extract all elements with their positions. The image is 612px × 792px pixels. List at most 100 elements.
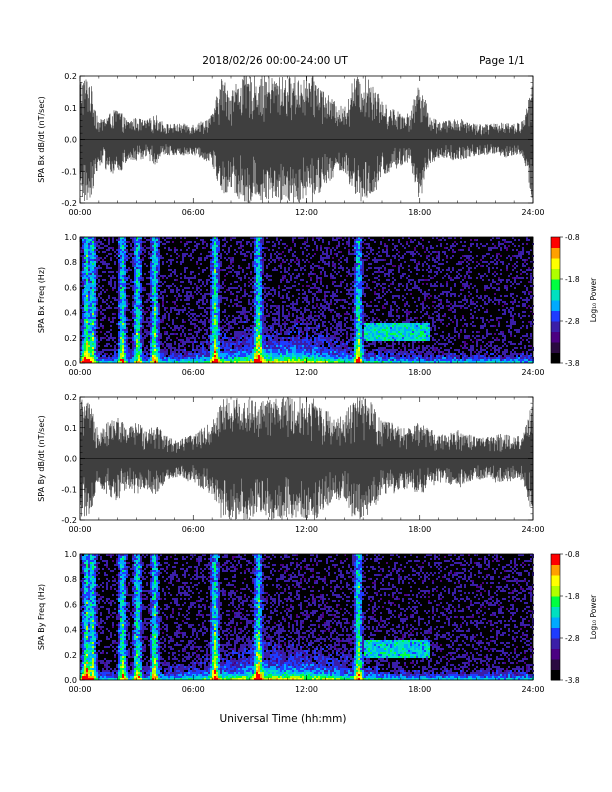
spectrogram-cell xyxy=(138,287,140,289)
spectrogram-cell xyxy=(264,301,266,303)
spectrogram-cell xyxy=(322,299,324,301)
spectrogram-cell xyxy=(278,311,280,313)
spectrogram-cell xyxy=(174,327,176,329)
spectrogram-cell xyxy=(190,357,192,359)
spectrogram-cell xyxy=(200,343,202,345)
spectrogram-cell xyxy=(306,241,308,243)
spectrogram-cell xyxy=(284,331,286,333)
spectrogram-cell xyxy=(278,323,280,325)
spectrogram-cell xyxy=(306,317,308,319)
spectrogram-cell xyxy=(86,285,88,287)
spectrogram-cell xyxy=(126,361,128,363)
spectrogram-cell xyxy=(172,271,174,273)
spectrogram-cell xyxy=(148,257,150,259)
spectrogram-cell xyxy=(298,353,300,355)
spectrogram-cell xyxy=(156,283,158,285)
spectrogram-cell xyxy=(212,353,214,355)
spectrogram-cell xyxy=(120,249,122,251)
spectrogram-cell xyxy=(262,319,264,321)
spectrogram-cell xyxy=(216,257,218,259)
spectrogram-cell xyxy=(210,303,212,305)
spectrogram-cell xyxy=(210,323,212,325)
spectrogram-cell xyxy=(148,277,150,279)
spectrogram-cell xyxy=(252,333,254,335)
spectrogram-cell xyxy=(308,349,310,351)
spectrogram-cell xyxy=(218,279,220,281)
spectrogram-cell xyxy=(328,333,330,335)
spectrogram-cell xyxy=(90,343,92,345)
spectrogram-cell xyxy=(246,333,248,335)
spectrogram-cell xyxy=(212,355,214,357)
spectrogram-cell xyxy=(170,351,172,353)
spectrogram-cell xyxy=(182,291,184,293)
spectrogram-cell xyxy=(330,253,332,255)
spectrogram-cell xyxy=(142,315,144,317)
spectrogram-cell xyxy=(182,343,184,345)
spectrogram-cell xyxy=(346,275,348,277)
spectrogram-cell xyxy=(114,355,116,357)
spectrogram-cell xyxy=(90,347,92,349)
spectrogram-cell xyxy=(82,303,84,305)
spectrogram-cell xyxy=(198,301,200,303)
spectrogram-cell xyxy=(258,353,260,355)
spectrogram-cell xyxy=(100,361,102,363)
spectrogram-cell xyxy=(262,341,264,343)
spectrogram-cell xyxy=(122,337,124,339)
spectrogram-cell xyxy=(136,239,138,241)
spectrogram-cell xyxy=(330,361,332,363)
spectrogram-cell xyxy=(164,291,166,293)
spectrogram-cell xyxy=(206,333,208,335)
spectrogram-cell xyxy=(204,285,206,287)
spectrogram-cell xyxy=(254,357,256,359)
spectrogram-cell xyxy=(286,339,288,341)
spectrogram-cell xyxy=(146,359,148,361)
spectrogram-cell xyxy=(150,357,152,359)
spectrogram-cell xyxy=(216,281,218,283)
spectrogram-cell xyxy=(198,351,200,353)
spectrogram-cell xyxy=(184,361,186,363)
spectrogram-cell xyxy=(214,301,216,303)
spectrogram-cell xyxy=(118,295,120,297)
spectrogram-cell xyxy=(270,299,272,301)
spectrogram-cell xyxy=(156,311,158,313)
spectrogram-cell xyxy=(206,267,208,269)
spectrogram-cell xyxy=(204,319,206,321)
spectrogram-cell xyxy=(152,305,154,307)
spectrogram-cell xyxy=(140,345,142,347)
spectrogram-cell xyxy=(348,241,350,243)
spectrogram-cell xyxy=(94,359,96,361)
spectrogram-cell xyxy=(116,359,118,361)
spectrogram-cell xyxy=(276,255,278,257)
spectrogram-cell xyxy=(256,299,258,301)
spectrogram-cell xyxy=(118,305,120,307)
spectrogram-cell xyxy=(336,339,338,341)
spectrogram-cell xyxy=(108,331,110,333)
spectrogram-cell xyxy=(140,337,142,339)
spectrogram-cell xyxy=(160,291,162,293)
spectrogram-cell xyxy=(340,299,342,301)
spectrogram-cell xyxy=(84,315,86,317)
spectrogram-cell xyxy=(318,341,320,343)
spectrogram-cell xyxy=(156,353,158,355)
spectrogram-cell xyxy=(168,287,170,289)
spectrogram-cell xyxy=(306,301,308,303)
spectrogram-cell xyxy=(110,361,112,363)
spectrogram-cell xyxy=(180,327,182,329)
spectrogram-cell xyxy=(132,347,134,349)
spectrogram-cell xyxy=(256,291,258,293)
spectrogram-cell xyxy=(254,335,256,337)
spectrogram-cell xyxy=(88,331,90,333)
spectrogram-cell xyxy=(92,339,94,341)
spectrogram-cell xyxy=(304,327,306,329)
spectrogram-cell xyxy=(84,285,86,287)
spectrogram-cell xyxy=(134,345,136,347)
spectrogram-cell xyxy=(150,263,152,265)
spectrogram-cell xyxy=(202,351,204,353)
spectrogram-cell xyxy=(138,279,140,281)
spectrogram-cell xyxy=(338,351,340,353)
spectrogram-cell xyxy=(306,323,308,325)
spectrogram-cell xyxy=(170,263,172,265)
spectrogram-cell xyxy=(254,269,256,271)
spectrogram-cell xyxy=(90,257,92,259)
spectrogram-cell xyxy=(254,247,256,249)
